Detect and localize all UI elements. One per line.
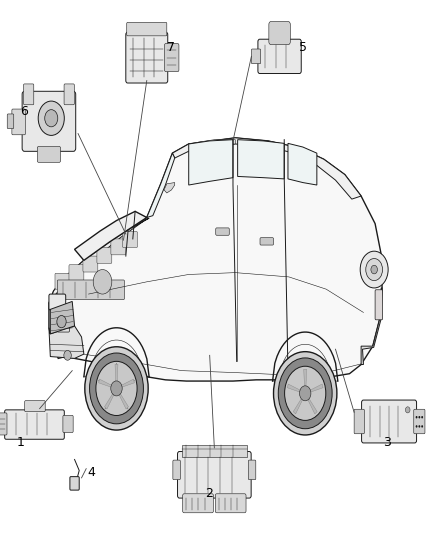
Polygon shape <box>50 302 74 334</box>
FancyBboxPatch shape <box>24 84 34 105</box>
FancyBboxPatch shape <box>248 460 256 480</box>
Polygon shape <box>307 398 317 414</box>
FancyBboxPatch shape <box>260 238 273 245</box>
Polygon shape <box>49 326 84 358</box>
Text: 6: 6 <box>20 105 28 118</box>
Circle shape <box>416 416 417 418</box>
FancyBboxPatch shape <box>97 247 112 263</box>
FancyBboxPatch shape <box>183 494 213 513</box>
Polygon shape <box>288 143 317 185</box>
Polygon shape <box>293 398 303 414</box>
Text: 1: 1 <box>17 436 25 449</box>
Polygon shape <box>164 183 175 193</box>
Polygon shape <box>105 393 114 409</box>
Circle shape <box>418 416 420 418</box>
FancyBboxPatch shape <box>55 273 70 289</box>
Polygon shape <box>287 384 301 392</box>
Circle shape <box>418 425 420 427</box>
Polygon shape <box>189 140 233 185</box>
Polygon shape <box>49 138 382 381</box>
Circle shape <box>273 352 337 435</box>
FancyBboxPatch shape <box>64 84 74 105</box>
Circle shape <box>45 110 58 127</box>
FancyBboxPatch shape <box>258 39 301 74</box>
Polygon shape <box>182 445 247 457</box>
Circle shape <box>360 251 388 288</box>
Polygon shape <box>74 212 147 261</box>
FancyBboxPatch shape <box>63 415 73 432</box>
FancyBboxPatch shape <box>0 413 7 435</box>
FancyBboxPatch shape <box>5 410 64 439</box>
Circle shape <box>89 353 143 424</box>
Circle shape <box>38 101 64 135</box>
FancyBboxPatch shape <box>375 290 382 320</box>
Circle shape <box>278 358 332 429</box>
Circle shape <box>93 270 112 294</box>
FancyBboxPatch shape <box>362 400 417 443</box>
FancyBboxPatch shape <box>123 231 138 247</box>
Polygon shape <box>121 379 134 387</box>
FancyBboxPatch shape <box>49 294 66 310</box>
Polygon shape <box>119 393 128 409</box>
FancyBboxPatch shape <box>70 477 79 490</box>
Polygon shape <box>361 288 382 365</box>
Polygon shape <box>49 218 149 303</box>
Text: 3: 3 <box>383 436 391 449</box>
Circle shape <box>96 361 137 416</box>
Text: 7: 7 <box>167 41 176 54</box>
Circle shape <box>416 425 417 427</box>
FancyBboxPatch shape <box>22 91 76 151</box>
FancyBboxPatch shape <box>12 109 25 135</box>
FancyBboxPatch shape <box>251 49 261 64</box>
FancyBboxPatch shape <box>269 21 290 45</box>
Text: 4: 4 <box>87 466 95 480</box>
Polygon shape <box>147 153 175 217</box>
FancyBboxPatch shape <box>83 256 98 272</box>
Polygon shape <box>99 379 112 387</box>
FancyBboxPatch shape <box>177 451 251 498</box>
Circle shape <box>406 407 410 413</box>
Polygon shape <box>310 384 323 392</box>
FancyBboxPatch shape <box>216 228 229 235</box>
FancyBboxPatch shape <box>37 147 60 163</box>
FancyBboxPatch shape <box>57 321 70 332</box>
FancyBboxPatch shape <box>25 401 45 411</box>
Polygon shape <box>304 369 307 387</box>
Circle shape <box>421 416 423 418</box>
Circle shape <box>371 265 378 274</box>
Circle shape <box>64 350 71 360</box>
FancyBboxPatch shape <box>215 494 246 513</box>
FancyBboxPatch shape <box>111 239 126 255</box>
FancyBboxPatch shape <box>173 460 180 480</box>
FancyBboxPatch shape <box>57 280 124 300</box>
Circle shape <box>285 366 326 421</box>
FancyBboxPatch shape <box>7 114 14 128</box>
FancyBboxPatch shape <box>414 409 425 434</box>
FancyBboxPatch shape <box>126 32 168 83</box>
Text: 5: 5 <box>299 41 307 54</box>
Polygon shape <box>173 138 361 199</box>
Circle shape <box>111 381 122 396</box>
Polygon shape <box>238 140 284 179</box>
FancyBboxPatch shape <box>354 409 364 434</box>
Circle shape <box>366 259 382 280</box>
FancyBboxPatch shape <box>127 22 167 36</box>
Circle shape <box>300 386 311 401</box>
Circle shape <box>85 347 148 430</box>
Text: 2: 2 <box>205 487 213 499</box>
FancyBboxPatch shape <box>69 265 84 280</box>
Polygon shape <box>198 140 235 146</box>
Circle shape <box>421 425 423 427</box>
Circle shape <box>57 316 66 328</box>
FancyBboxPatch shape <box>165 44 179 71</box>
Polygon shape <box>115 365 118 382</box>
